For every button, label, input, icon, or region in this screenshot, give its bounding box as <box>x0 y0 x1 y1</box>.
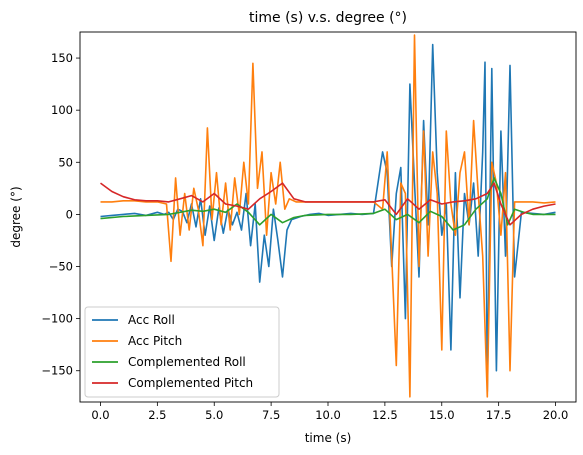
x-tick-label: 2.5 <box>148 408 166 422</box>
series-line-3 <box>100 177 556 231</box>
y-tick-label: 150 <box>51 51 73 65</box>
x-tick-label: 15.0 <box>429 408 455 422</box>
ticks-layer: 0.0 2.5 5.0 7.5 10.0 12.5 15.0 17.5 20.0 −150 −100… <box>41 51 568 422</box>
legend-entry: Complemented Roll <box>128 355 246 369</box>
chart-title: time (s) v.s. degree (°) <box>249 10 407 26</box>
series-line-4 <box>100 182 556 226</box>
legend-entry: Acc Roll <box>128 313 175 327</box>
y-tick-label: −100 <box>41 312 73 326</box>
legend-entry: Complemented Pitch <box>128 376 253 390</box>
x-axis-label: time (s) <box>305 431 352 445</box>
legend-box <box>84 306 280 398</box>
x-tick-label: 0.0 <box>91 408 109 422</box>
y-tick-label: −50 <box>49 260 73 274</box>
y-axis-label: degree (°) <box>9 186 23 247</box>
x-tick-label: 10.0 <box>315 408 341 422</box>
y-tick-label: 50 <box>58 155 73 169</box>
x-tick-label: 17.5 <box>486 408 512 422</box>
x-tick-label: 7.5 <box>262 408 280 422</box>
x-tick-label: 20.0 <box>543 408 569 422</box>
legend: Acc Roll Acc Pitch Complemented Roll Comple… <box>84 306 280 398</box>
series-layer <box>100 34 556 398</box>
x-tick-label: 12.5 <box>372 408 398 422</box>
y-tick-label: −150 <box>41 364 73 378</box>
y-tick-label: 0 <box>66 207 73 221</box>
legend-entry: Acc Pitch <box>128 334 182 348</box>
x-tick-label: 5.0 <box>205 408 223 422</box>
y-tick-label: 100 <box>51 103 73 117</box>
